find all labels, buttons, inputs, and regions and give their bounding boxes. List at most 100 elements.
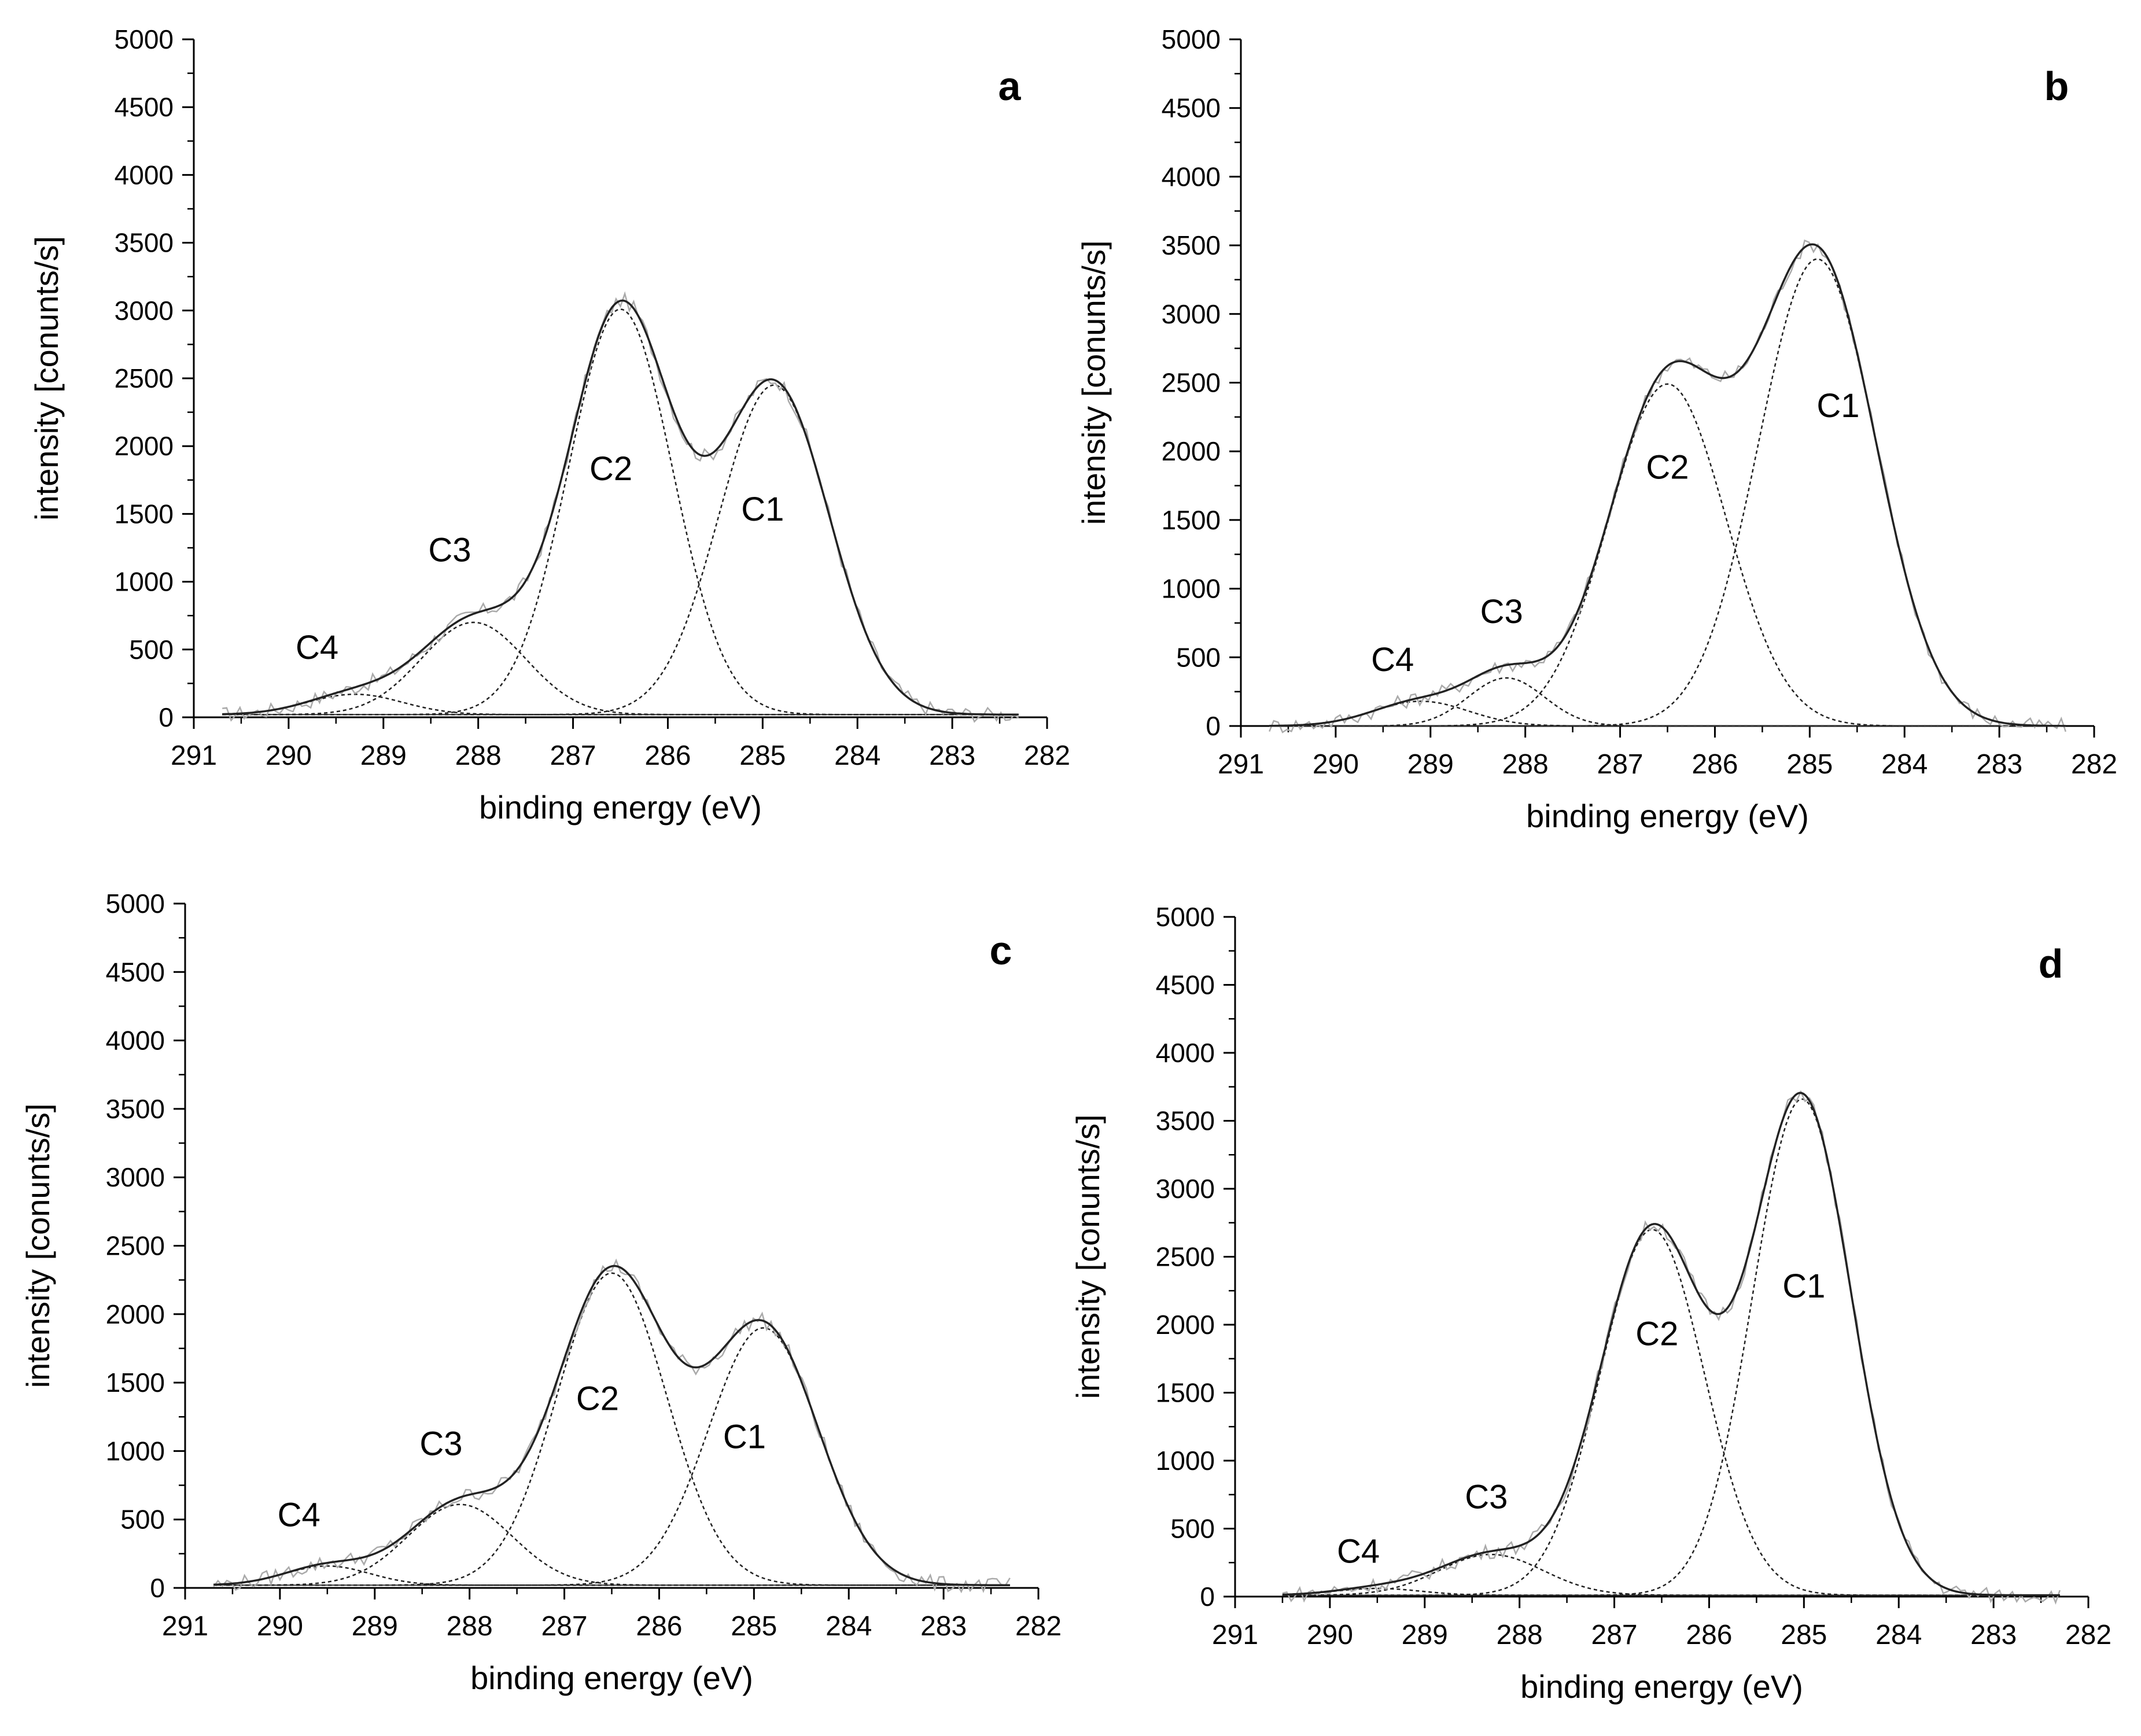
peak-label-C4: C4	[278, 1497, 320, 1534]
x-tick-label: 289	[1407, 749, 1454, 780]
peak-label-C1: C1	[1816, 387, 1859, 425]
y-tick-label: 5000	[115, 24, 174, 54]
panel-label: c	[990, 928, 1012, 973]
y-tick-label: 0	[159, 702, 174, 732]
peak-label-C2: C2	[1635, 1315, 1678, 1352]
x-tick-label: 285	[1781, 1620, 1827, 1650]
x-tick-label: 286	[1692, 749, 1738, 780]
x-tick-label: 282	[2065, 1620, 2111, 1650]
x-tick-label: 290	[257, 1611, 303, 1642]
x-tick-label: 287	[1597, 749, 1643, 780]
panel-label: b	[2044, 64, 2069, 109]
y-tick-label: 1000	[1156, 1446, 1215, 1476]
y-tick-label: 3500	[115, 228, 174, 258]
y-tick-label: 1500	[1156, 1378, 1215, 1408]
y-axis-title: intensity [conunts/s]	[20, 1104, 56, 1388]
y-tick-label: 5000	[1162, 24, 1221, 54]
x-tick-label: 291	[1218, 749, 1264, 780]
envelope-fit-line	[1269, 243, 2066, 727]
component-C1	[1269, 258, 2066, 727]
peak-label-C2: C2	[589, 450, 632, 488]
envelope-fit-line	[213, 1265, 1010, 1586]
y-tick-label: 2000	[1162, 436, 1221, 466]
component-C3	[222, 621, 1019, 716]
y-tick-label: 3000	[115, 296, 174, 326]
y-tick-label: 4500	[115, 92, 174, 122]
peak-label-C1: C1	[741, 491, 784, 528]
x-axis-title: binding energy (eV)	[1526, 798, 1809, 834]
component-C3	[213, 1503, 1010, 1586]
y-tick-label: 500	[1176, 642, 1221, 672]
panel-b: 291 290 289 288 287 286 285 284 283 282 0 500 1000 15…	[1075, 24, 2117, 834]
component-C2	[222, 308, 1019, 716]
panel-label: d	[2039, 941, 2063, 986]
x-tick-label: 284	[1875, 1620, 1922, 1650]
x-tick-label: 287	[550, 740, 596, 771]
x-tick-label: 291	[171, 740, 217, 771]
envelope-fit-line	[222, 299, 1019, 716]
y-tick-label: 1500	[1162, 505, 1221, 535]
x-tick-label: 291	[1212, 1620, 1258, 1650]
x-tick-label: 282	[1015, 1611, 1062, 1642]
peak-label-C4: C4	[296, 629, 338, 666]
y-tick-label: 4000	[1156, 1038, 1215, 1068]
peak-label-C3: C3	[1465, 1478, 1508, 1516]
y-tick-label: 5000	[1156, 902, 1215, 932]
peak-label-C2: C2	[1646, 449, 1689, 486]
peak-label-C1: C1	[723, 1418, 766, 1456]
y-tick-label: 500	[1170, 1514, 1215, 1544]
component-C2	[1282, 1229, 2060, 1596]
x-tick-label: 285	[731, 1611, 777, 1642]
x-tick-label: 288	[447, 1611, 493, 1642]
y-tick-label: 4000	[106, 1026, 165, 1056]
peak-label-C1: C1	[1782, 1267, 1825, 1305]
x-tick-label: 284	[834, 740, 880, 771]
x-tick-label: 285	[739, 740, 786, 771]
x-tick-label: 288	[455, 740, 502, 771]
panel-label: a	[998, 64, 1022, 109]
y-tick-label: 2000	[1156, 1310, 1215, 1340]
x-tick-label: 287	[541, 1611, 588, 1642]
x-tick-label: 287	[1591, 1620, 1638, 1650]
panel-d: 291 290 289 288 287 286 285 284 283 282 0 500 1000 15…	[1070, 902, 2111, 1705]
x-tick-label: 284	[826, 1611, 872, 1642]
x-tick-label: 289	[360, 740, 407, 771]
peak-label-C4: C4	[1337, 1532, 1380, 1570]
x-tick-label: 288	[1502, 749, 1549, 780]
x-tick-label: 285	[1786, 749, 1833, 780]
x-tick-label: 286	[636, 1611, 682, 1642]
y-tick-label: 2500	[106, 1231, 165, 1261]
y-tick-label: 0	[1200, 1582, 1215, 1612]
y-tick-label: 1000	[1162, 574, 1221, 604]
x-tick-label: 286	[1686, 1620, 1732, 1650]
y-tick-label: 1500	[115, 499, 174, 529]
y-tick-label: 3000	[106, 1162, 165, 1192]
x-tick-label: 283	[1970, 1620, 2017, 1650]
y-tick-label: 4000	[115, 160, 174, 190]
x-axis-title: binding energy (eV)	[479, 789, 762, 825]
component-C4	[213, 1565, 1010, 1586]
component-C2	[1269, 383, 2066, 727]
y-tick-label: 4500	[106, 957, 165, 987]
y-tick-label: 4500	[1156, 970, 1215, 1000]
x-axis-title: binding energy (eV)	[470, 1660, 753, 1696]
peak-label-C4: C4	[1371, 641, 1414, 679]
y-tick-label: 500	[129, 635, 174, 665]
y-tick-label: 2500	[1162, 368, 1221, 398]
y-tick-label: 1000	[115, 567, 174, 597]
x-tick-label: 283	[1976, 749, 2022, 780]
x-tick-label: 290	[1307, 1620, 1353, 1650]
x-tick-label: 289	[352, 1611, 398, 1642]
y-tick-label: 3000	[1156, 1174, 1215, 1204]
y-tick-label: 2000	[106, 1299, 165, 1329]
panel-c: 291 290 289 288 287 286 285 284 283 282 0 500 1000 15…	[20, 889, 1062, 1696]
y-tick-label: 3000	[1162, 299, 1221, 329]
x-tick-label: 286	[644, 740, 691, 771]
y-axis-title: intensity [conunts/s]	[28, 236, 65, 521]
y-tick-label: 2000	[115, 431, 174, 461]
component-C4	[1282, 1587, 2060, 1596]
component-C2	[213, 1272, 1010, 1586]
x-tick-label: 290	[266, 740, 312, 771]
x-tick-label: 282	[2071, 749, 2117, 780]
